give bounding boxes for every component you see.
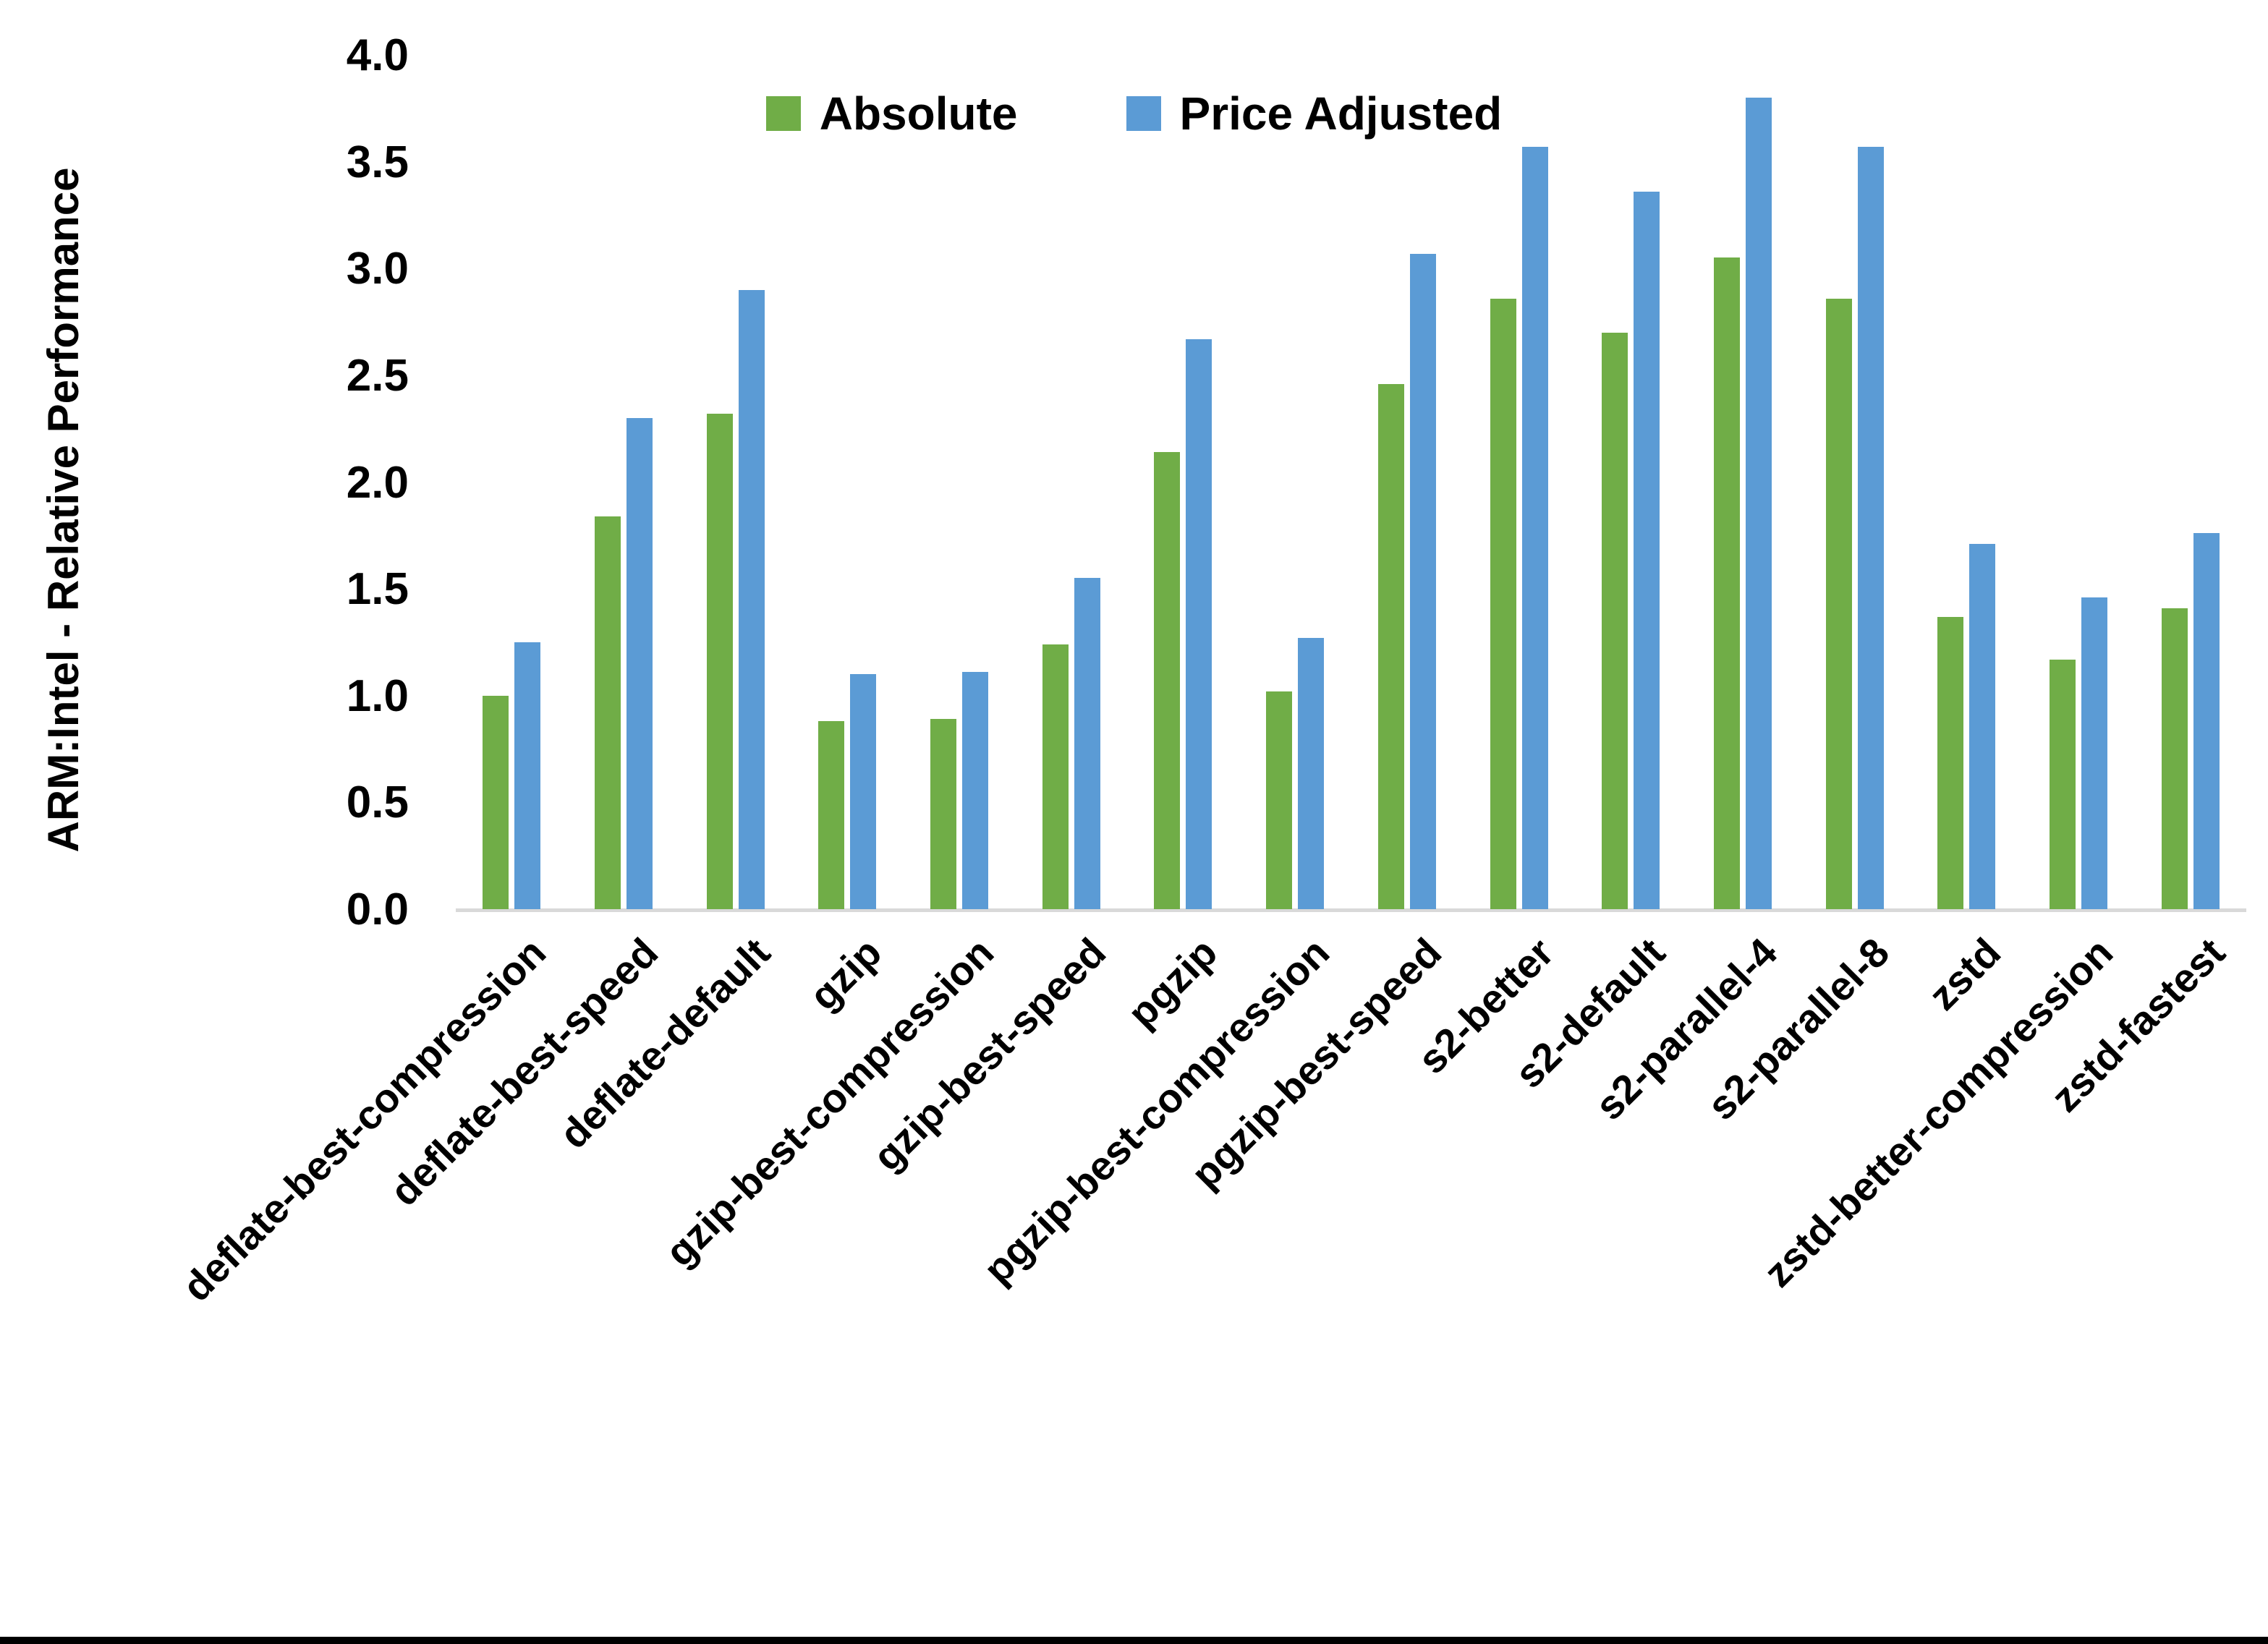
bar-absolute-pgzip-best-compression xyxy=(1266,691,1292,909)
bar-price-adjusted-deflate-best-compression xyxy=(514,642,540,909)
y-axis-title: ARM:Intel - Relative Performance xyxy=(39,167,88,853)
bar-price-adjusted-zstd-better-compression xyxy=(2081,597,2107,909)
legend-label-price-adjusted: Price Adjusted xyxy=(1179,88,1503,140)
bar-price-adjusted-s2-parallel-4 xyxy=(1746,98,1772,909)
bar-price-adjusted-deflate-best-speed xyxy=(627,418,653,909)
y-tick-label: 3.0 xyxy=(346,244,409,294)
bottom-border xyxy=(0,1637,2268,1644)
bar-absolute-gzip-best-speed xyxy=(1042,644,1069,909)
bar-price-adjusted-pgzip-best-speed xyxy=(1410,254,1436,909)
y-tick-label: 0.5 xyxy=(346,778,409,828)
bar-price-adjusted-zstd-fastest xyxy=(2193,533,2220,909)
bar-absolute-deflate-default xyxy=(707,414,733,909)
y-tick-label: 1.0 xyxy=(346,670,409,721)
bar-absolute-gzip-best-compression xyxy=(930,719,956,909)
y-tick-label: 4.0 xyxy=(346,30,409,80)
x-axis-line xyxy=(456,908,2246,912)
bar-absolute-pgzip-best-speed xyxy=(1378,384,1404,909)
bar-price-adjusted-s2-parallel-8 xyxy=(1858,147,1884,909)
legend-item-absolute: Absolute xyxy=(765,81,1018,146)
bar-absolute-deflate-best-compression xyxy=(483,696,509,909)
bar-price-adjusted-deflate-default xyxy=(739,290,765,909)
bar-price-adjusted-gzip-best-speed xyxy=(1074,578,1100,909)
y-tick-label: 0.0 xyxy=(346,885,409,934)
y-tick-label: 2.0 xyxy=(346,457,409,508)
legend-swatch-absolute-icon xyxy=(765,96,801,131)
bar-price-adjusted-s2-better xyxy=(1522,147,1548,909)
legend-label-absolute: Absolute xyxy=(819,88,1018,140)
bar-price-adjusted-gzip-best-compression xyxy=(962,672,988,909)
legend-item-price-adjusted: Price Adjusted xyxy=(1126,81,1503,146)
bar-absolute-s2-parallel-4 xyxy=(1714,257,1740,909)
bar-absolute-gzip xyxy=(818,721,844,909)
bar-price-adjusted-zstd xyxy=(1969,544,1995,909)
y-tick-label: 3.5 xyxy=(346,137,409,187)
bar-absolute-zstd xyxy=(1937,617,1963,909)
bar-absolute-s2-parallel-8 xyxy=(1826,299,1852,909)
bar-absolute-zstd-fastest xyxy=(2162,608,2188,909)
bar-absolute-s2-better xyxy=(1490,299,1516,909)
y-tick-label: 2.5 xyxy=(346,350,409,401)
bar-price-adjusted-s2-default xyxy=(1634,192,1660,909)
bar-absolute-zstd-better-compression xyxy=(2050,660,2076,909)
y-tick-label: 1.5 xyxy=(346,564,409,615)
bar-absolute-s2-default xyxy=(1602,333,1628,909)
legend-swatch-price-adjusted-icon xyxy=(1126,96,1161,131)
bar-price-adjusted-pgzip xyxy=(1186,339,1212,909)
bar-absolute-deflate-best-speed xyxy=(595,516,621,909)
bar-price-adjusted-pgzip-best-compression xyxy=(1298,638,1324,909)
bar-absolute-pgzip xyxy=(1154,452,1180,909)
legend: Absolute Price Adjusted xyxy=(0,81,2268,146)
bar-price-adjusted-gzip xyxy=(850,674,876,909)
